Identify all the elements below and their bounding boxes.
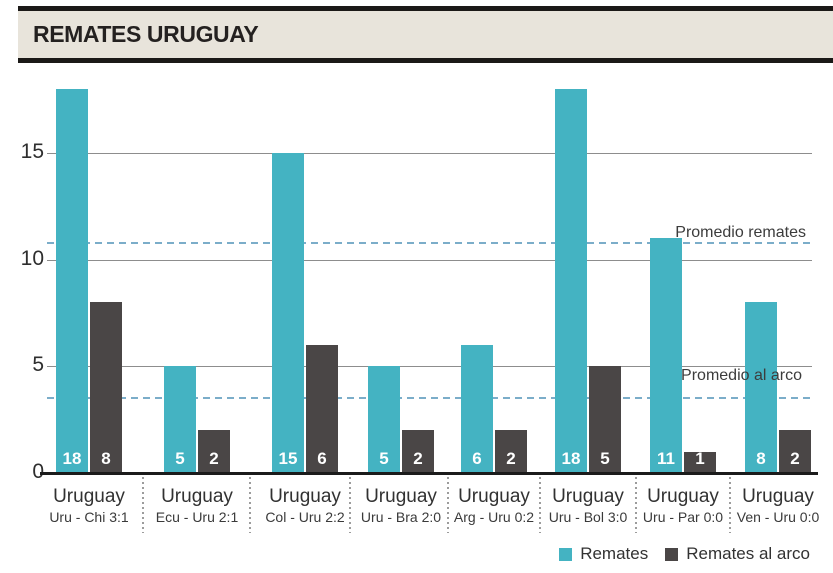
y-tick-label-5: 5 — [32, 352, 44, 376]
bar-value-label: 6 — [472, 449, 482, 468]
bar-remates-al-arco-3: 6 — [306, 345, 338, 473]
x-label-team: Uruguay — [742, 486, 814, 507]
x-label-team: Uruguay — [269, 486, 341, 507]
group-separator-5 — [539, 477, 541, 533]
bar-value-label: 2 — [506, 449, 516, 468]
x-label-match: Col - Uru 2:2 — [265, 509, 345, 525]
x-label-team: Uruguay — [647, 486, 719, 507]
legend-item-remates-al-arco: Remates al arco — [665, 544, 810, 564]
bar-value-label: 15 — [278, 449, 298, 468]
bar-value-label: 5 — [379, 449, 389, 468]
bar-value-label: 2 — [209, 449, 219, 468]
annotation-promedio-remates: Promedio remates — [675, 224, 806, 241]
x-label-team: Uruguay — [53, 486, 125, 507]
x-label-group-7: Uruguay Uru - Par 0:0 — [628, 486, 738, 525]
header-band: REMATES URUGUAY — [18, 11, 833, 58]
legend-label-remates-al-arco: Remates al arco — [686, 544, 810, 563]
annotation-promedio-al-arco: Promedio al arco — [681, 367, 802, 384]
bar-value-label: 5 — [600, 449, 610, 468]
y-tick-label-10: 10 — [20, 246, 44, 270]
bar-remates-al-arco-7: 1 — [684, 449, 716, 473]
bar-remates-4: 5 — [368, 366, 400, 473]
group-separator-6 — [635, 477, 637, 533]
legend-item-remates: Remates — [559, 544, 648, 564]
bar-value-label: 6 — [317, 449, 327, 468]
x-label-group-5: Uruguay Arg - Uru 0:2 — [439, 486, 549, 525]
bar-remates-al-arco-2: 2 — [198, 430, 230, 473]
x-label-group-4: Uruguay Uru - Bra 2:0 — [346, 486, 456, 525]
bar-remates-al-arco-6: 5 — [589, 366, 621, 473]
gridline-15 — [47, 153, 812, 154]
bar-remates-al-arco-4: 2 — [402, 430, 434, 473]
x-label-team: Uruguay — [552, 486, 624, 507]
x-label-group-3: Uruguay Col - Uru 2:2 — [250, 486, 360, 525]
bar-value-label: 8 — [756, 449, 766, 468]
chart-title: REMATES URUGUAY — [33, 21, 259, 47]
bar-remates-al-arco-1: 8 — [90, 302, 122, 473]
bar-remates-3: 15 — [272, 153, 304, 473]
group-separator-2 — [249, 477, 251, 533]
bar-remates-5: 6 — [461, 345, 493, 473]
x-axis-line — [40, 472, 818, 475]
bar-value-label: 8 — [101, 449, 111, 468]
bar-remates-2: 5 — [164, 366, 196, 473]
bar-value-label: 2 — [790, 449, 800, 468]
bar-remates-7: 11 — [650, 238, 682, 473]
bar-value-label: 11 — [657, 449, 675, 468]
gridline-10 — [47, 260, 812, 261]
bar-remates-1: 18 — [56, 89, 88, 473]
y-tick-label-0: 0 — [32, 459, 44, 483]
chart-header: REMATES URUGUAY — [18, 6, 833, 63]
x-label-match: Uru - Bra 2:0 — [360, 509, 442, 525]
header-bottom-rule — [18, 58, 833, 63]
legend-label-remates: Remates — [580, 544, 649, 563]
bar-remates-al-arco-5: 2 — [495, 430, 527, 473]
remates-color-swatch-icon — [559, 547, 573, 561]
x-label-match: Uru - Par 0:0 — [642, 509, 724, 525]
x-label-match: Ecu - Uru 2:1 — [155, 509, 239, 525]
group-separator-4 — [447, 477, 449, 533]
group-separator-3 — [349, 477, 351, 533]
x-label-team: Uruguay — [365, 486, 437, 507]
x-label-group-6: Uruguay Uru - Bol 3:0 — [533, 486, 643, 525]
bar-remates-6: 18 — [555, 89, 587, 473]
bar-value-label: 18 — [62, 449, 82, 468]
remates-al-arco-color-swatch-icon — [665, 547, 679, 561]
group-separator-1 — [142, 477, 144, 533]
bar-value-label: 18 — [561, 449, 581, 468]
x-label-group-8: Uruguay Ven - Uru 0:0 — [723, 486, 833, 525]
average-line-al-arco — [47, 397, 812, 399]
bar-value-label: 5 — [175, 449, 185, 468]
bar-value-label: 2 — [413, 449, 423, 468]
x-label-team: Uruguay — [458, 486, 530, 507]
bar-value-label: 1 — [695, 449, 705, 468]
average-line-remates — [47, 242, 812, 244]
y-tick-label-15: 15 — [20, 139, 44, 163]
group-separator-7 — [729, 477, 731, 533]
x-label-team: Uruguay — [161, 486, 233, 507]
x-label-match: Uru - Chi 3:1 — [49, 509, 129, 525]
gridline-5 — [47, 366, 812, 367]
bar-remates-al-arco-8: 2 — [779, 430, 811, 473]
header-top-rule — [18, 6, 833, 11]
x-label-group-2: Uruguay Ecu - Uru 2:1 — [142, 486, 252, 525]
bar-remates-8: 8 — [745, 302, 777, 473]
x-label-group-1: Uruguay Uru - Chi 3:1 — [34, 486, 144, 525]
x-label-match: Uru - Bol 3:0 — [548, 509, 628, 525]
x-label-match: Ven - Uru 0:0 — [736, 509, 820, 525]
x-label-match: Arg - Uru 0:2 — [453, 509, 535, 525]
legend: Remates Remates al arco — [559, 544, 810, 564]
